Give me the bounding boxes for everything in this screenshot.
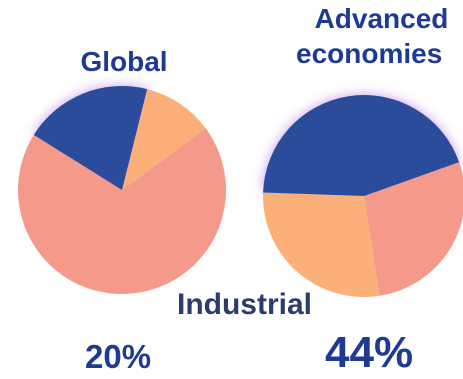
pie-chart-advanced-economies	[263, 95, 463, 297]
pie-slice-industrial	[33, 86, 148, 190]
pie-slice-other-1	[122, 89, 206, 190]
pie-slice-other-2	[263, 192, 380, 297]
global-industrial-percent: 20%	[85, 338, 152, 375]
advanced-industrial-percent: 44%	[325, 328, 414, 377]
pie-slice-other-1	[364, 162, 463, 296]
industrial-slice-label: Industrial	[177, 288, 313, 321]
pie-chart-global	[18, 86, 227, 294]
chart-title-advanced-line2: economies	[296, 38, 443, 69]
chart-title-advanced-line1: Advanced	[314, 3, 449, 34]
pie-slice-other-2	[18, 128, 227, 294]
chart-title-global: Global	[80, 46, 168, 77]
pie-slice-industrial	[263, 95, 460, 196]
